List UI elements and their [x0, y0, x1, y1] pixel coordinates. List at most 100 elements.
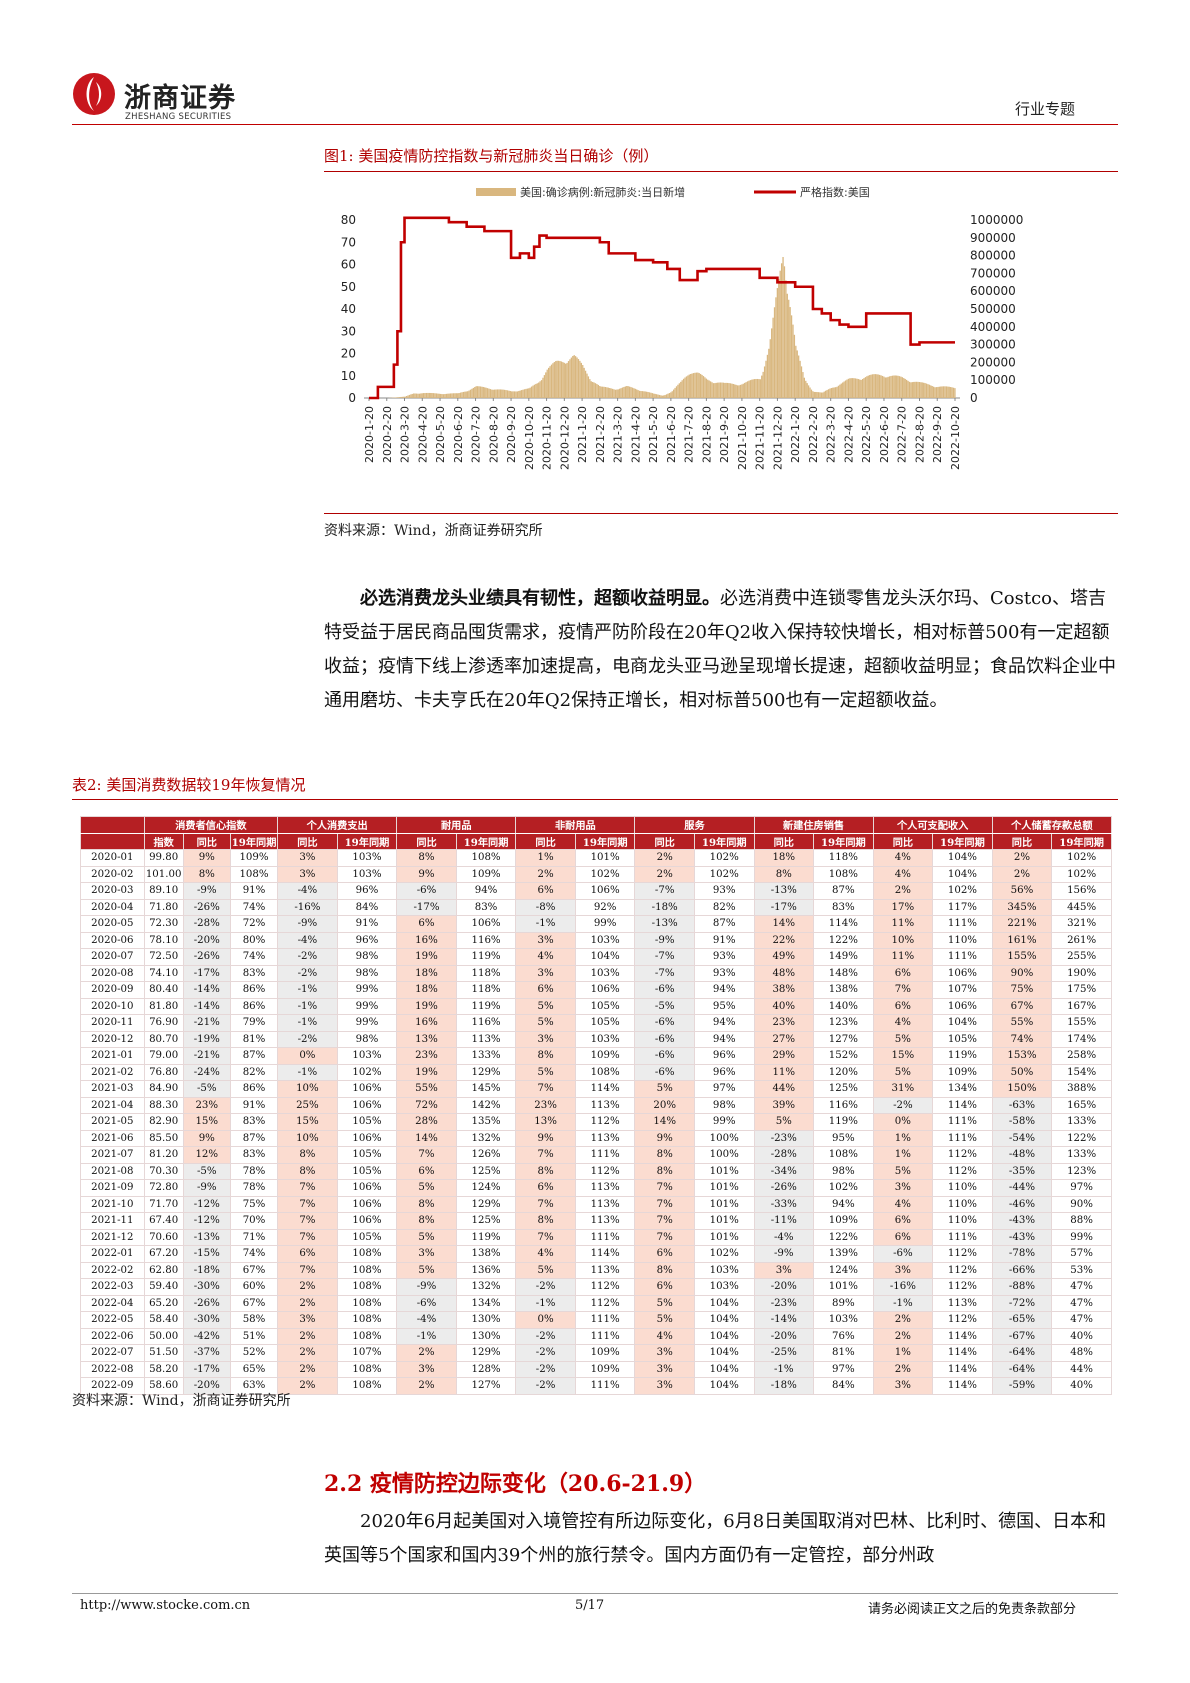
footer-url[interactable]: http://www.stocke.com.cn [80, 1598, 251, 1613]
case-bar [587, 376, 590, 398]
case-bar [528, 388, 530, 398]
case-bar [745, 382, 747, 398]
case-bar [430, 392, 432, 398]
table-cell: 44% [1051, 1360, 1112, 1378]
case-bar [648, 392, 651, 398]
y-left-tick-label: 50 [341, 280, 356, 294]
table-cell: 9% [182, 849, 231, 867]
table-cell: -13% [634, 915, 695, 933]
case-bar [516, 391, 519, 398]
case-bar [934, 387, 936, 398]
table-cell: 101% [693, 1179, 755, 1197]
table-cell: 71.70 [143, 1195, 184, 1213]
table-cell: 106% [336, 1212, 398, 1230]
table-cell: 100% [693, 1146, 755, 1164]
case-bar [535, 383, 537, 398]
table-cell: -4% [396, 1311, 457, 1329]
case-bar [839, 384, 841, 398]
case-bar [700, 373, 702, 398]
table-cell: 9% [396, 865, 457, 883]
table-cell: -7% [634, 882, 695, 900]
table-cell: 7% [515, 1195, 576, 1213]
table-cell: 5% [634, 1294, 695, 1312]
table-cell: 109% [813, 1212, 874, 1230]
x-tick-label: 2021-9-20 [718, 406, 731, 463]
table-cell: 97% [813, 1360, 874, 1378]
table-cell: 112% [574, 1278, 636, 1296]
table-cell: -58% [991, 1113, 1053, 1131]
case-bar [712, 383, 715, 398]
case-bar [687, 375, 689, 398]
table-cell: 91% [229, 1096, 279, 1114]
table-cell: 110% [932, 1212, 993, 1230]
table-cell: 101% [813, 1278, 874, 1296]
table-cell: 2% [872, 1311, 934, 1329]
table-cell: 70% [229, 1212, 279, 1230]
case-bar [810, 389, 813, 398]
table-cell: 87% [693, 915, 755, 933]
x-tick-label: 2021-8-20 [700, 406, 713, 463]
table-cell: 99% [1051, 1228, 1112, 1246]
case-bar [724, 382, 726, 398]
table-cell: 155% [991, 948, 1053, 966]
table-cell: 19% [396, 1063, 457, 1081]
table-subheader: 同比 [753, 832, 815, 850]
table-cell: 3% [277, 1311, 338, 1329]
case-bar [431, 393, 433, 398]
table-cell: 31% [872, 1080, 934, 1098]
table-cell: 102% [693, 849, 755, 867]
table-row-date: 2022-05 [80, 1311, 145, 1329]
table-cell: 4% [872, 1195, 934, 1213]
table-cell: 65.20 [143, 1294, 184, 1312]
case-bar [945, 386, 948, 398]
table-cell: -9% [634, 931, 695, 949]
table-row: 2021-01 79.00 -21% 87% 0% 103% 23% 133% 8% 109% -6… [80, 1047, 1112, 1065]
table-cell: 75% [229, 1195, 279, 1213]
table-group-header: 个人储蓄存款总额 [991, 816, 1113, 834]
table-cell: 84% [813, 1377, 874, 1395]
table-cell: 107% [336, 1344, 398, 1362]
table-row: 2022-05 58.40 -30% 58% 3% 108% -4% 130% 0% 111% 5%… [80, 1311, 1112, 1329]
table-cell: 110% [932, 1179, 993, 1197]
table-cell: 80.70 [143, 1030, 184, 1048]
table-row-date: 2021-04 [80, 1096, 145, 1114]
table-cell: 25% [277, 1096, 338, 1114]
table-cell: 98% [813, 1162, 874, 1180]
case-bar [641, 391, 644, 398]
case-bar [837, 385, 840, 398]
case-bar [742, 383, 744, 398]
table-cell: 114% [932, 1360, 993, 1378]
table-cell: 120% [813, 1063, 874, 1081]
case-bar [954, 388, 956, 398]
case-bar [692, 373, 695, 398]
case-bar [749, 380, 752, 398]
case-bar [870, 374, 872, 398]
case-bar [435, 393, 438, 398]
table-cell: 3% [872, 1179, 934, 1197]
table-cell: 80.40 [143, 981, 184, 999]
case-bar [718, 382, 720, 398]
table-cell: 14% [396, 1129, 457, 1147]
case-bar [600, 386, 602, 398]
table-row: 2021-03 84.90 -5% 86% 10% 106% 55% 145% 7% 114% 5%… [80, 1080, 1112, 1098]
table-cell: 112% [932, 1261, 993, 1279]
case-bar [464, 391, 466, 398]
table-cell: 59.40 [143, 1278, 184, 1296]
table-cell: 2% [277, 1344, 338, 1362]
table-cell: 8% [277, 1162, 338, 1180]
table-row-date: 2020-11 [80, 1014, 145, 1032]
table-cell: -5% [634, 997, 695, 1015]
table-cell: -9% [753, 1245, 815, 1263]
case-bar [643, 391, 645, 398]
table-cell: 5% [634, 1311, 695, 1329]
table-cell: 14% [753, 915, 815, 933]
case-bar [891, 375, 894, 398]
table-cell: 2% [634, 865, 695, 883]
table-cell: 105% [336, 1113, 398, 1131]
case-bar [502, 389, 504, 398]
table-row-date: 2022-06 [80, 1327, 145, 1345]
table-cell: 5% [872, 1162, 934, 1180]
table-cell: 174% [1051, 1030, 1112, 1048]
case-bar [849, 378, 851, 398]
table-cell: 89% [813, 1294, 874, 1312]
